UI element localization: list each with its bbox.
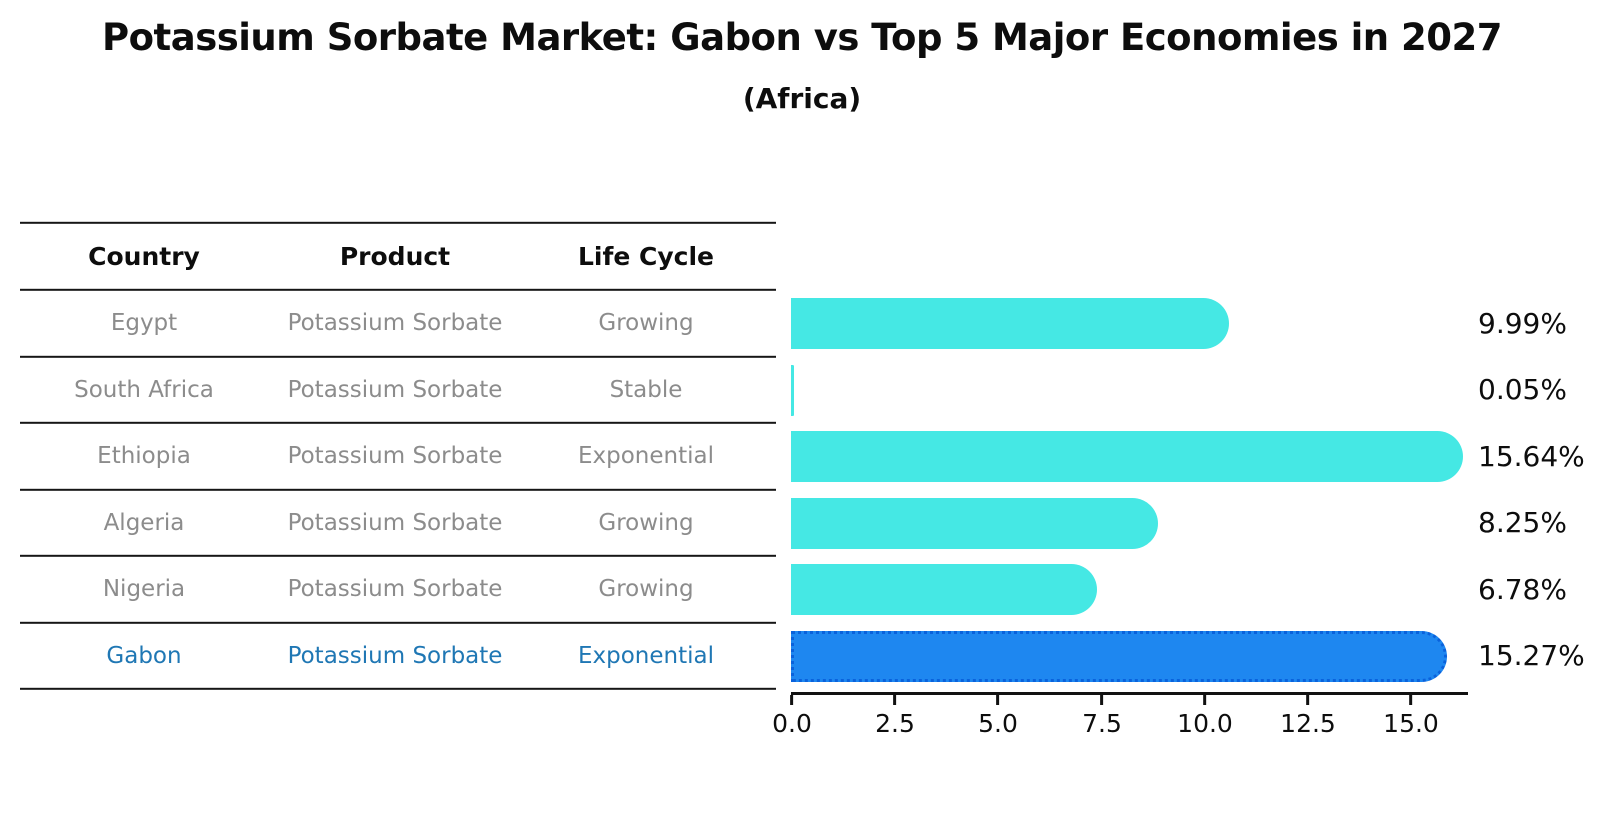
bar-ethiopia	[791, 431, 1463, 482]
table-row-nigeria: Nigeria Potassium Sorbate Growing	[20, 556, 770, 623]
x-tick-7-5: 7.5	[1082, 695, 1122, 738]
table-row-egypt: Egypt Potassium Sorbate Growing	[20, 290, 770, 357]
bar-algeria	[791, 497, 1158, 549]
x-tick-label: 7.5	[1082, 709, 1122, 738]
bar-band-algeria	[791, 490, 1468, 557]
tick-mark	[1409, 695, 1413, 705]
cell-country: Gabon	[106, 642, 182, 669]
cell-life-cycle: Growing	[598, 509, 694, 536]
bar-band-nigeria	[791, 556, 1468, 623]
cell-country: Nigeria	[102, 576, 186, 603]
table-row-algeria: Algeria Potassium Sorbate Growing	[20, 490, 770, 557]
table-border-row4	[20, 554, 776, 558]
bar-band-gabon	[791, 623, 1468, 690]
cell-country: Egypt	[110, 310, 178, 337]
table-row-gabon: Gabon Potassium Sorbate Exponential	[20, 623, 770, 690]
cell-product: Potassium Sorbate	[287, 310, 503, 337]
x-tick-label: 10.0	[1177, 709, 1233, 738]
value-label-nigeria: 6.78%	[1478, 572, 1567, 606]
bar-chart	[791, 290, 1468, 689]
cell-country: Ethiopia	[97, 443, 191, 470]
table-row-ethiopia: Ethiopia Potassium Sorbate Exponential	[20, 423, 770, 490]
table-border-top	[20, 221, 776, 225]
x-tick-5-0: 5.0	[978, 695, 1018, 738]
tick-mark	[1306, 695, 1310, 705]
cell-life-cycle: Growing	[598, 310, 694, 337]
table-header-row: Country Product Life Cycle	[20, 223, 770, 290]
x-tick-label: 15.0	[1383, 709, 1439, 738]
x-tick-0: 0.0	[772, 695, 812, 738]
table-border-row3	[20, 488, 776, 491]
tick-mark	[996, 695, 1000, 705]
cell-product: Potassium Sorbate	[287, 443, 503, 470]
cell-life-cycle: Growing	[598, 576, 694, 603]
cell-life-cycle: Exponential	[577, 443, 714, 470]
value-label-gabon: 15.27%	[1478, 639, 1585, 673]
bar-band-ethiopia	[791, 423, 1468, 490]
table-border-row1	[20, 355, 776, 358]
table-row-south-africa: South Africa Potassium Sorbate Stable	[20, 357, 770, 424]
x-axis-line	[791, 692, 1468, 695]
table-border-row2	[20, 421, 776, 425]
value-label-ethiopia: 15.64%	[1478, 439, 1585, 473]
cell-life-cycle: Stable	[609, 376, 683, 403]
bar-band-south-africa	[791, 357, 1468, 424]
cell-product: Potassium Sorbate	[287, 376, 503, 403]
cell-country: Algeria	[103, 509, 185, 536]
x-tick-label: 0.0	[772, 709, 812, 738]
x-tick-label: 12.5	[1280, 709, 1336, 738]
tick-mark	[1100, 695, 1104, 705]
value-label-egypt: 9.99%	[1478, 306, 1567, 340]
tick-mark	[1203, 695, 1207, 705]
cell-life-cycle: Exponential	[577, 642, 714, 669]
cell-product: Potassium Sorbate	[287, 642, 503, 669]
bar-egypt	[791, 298, 1230, 349]
cell-product: Potassium Sorbate	[287, 509, 503, 536]
x-tick-label: 5.0	[978, 709, 1018, 738]
table-border-bottom	[20, 687, 776, 691]
header-cell-product: Product	[339, 241, 451, 271]
tick-mark	[893, 695, 897, 705]
header-cell-country: Country	[88, 241, 200, 271]
data-table: Country Product Life Cycle Egypt Potassi…	[20, 221, 776, 691]
bar-south-africa	[791, 364, 794, 416]
x-tick-label: 2.5	[875, 709, 915, 738]
bar-gabon	[791, 630, 1448, 682]
x-tick-10-0: 10.0	[1177, 695, 1233, 738]
cell-product: Potassium Sorbate	[287, 576, 503, 603]
header-cell-life-cycle: Life Cycle	[577, 241, 715, 271]
page-title: Potassium Sorbate Market: Gabon vs Top 5…	[102, 16, 1502, 59]
x-tick-2-5: 2.5	[875, 695, 915, 738]
tick-mark	[790, 695, 794, 705]
x-tick-15-0: 15.0	[1383, 695, 1439, 738]
bar-band-egypt	[791, 290, 1468, 357]
cell-country: South Africa	[74, 376, 214, 403]
table-border-header	[20, 288, 776, 292]
x-tick-12-5: 12.5	[1280, 695, 1336, 738]
value-label-south-africa: 0.05%	[1478, 373, 1567, 407]
table-border-row5	[20, 621, 776, 624]
value-label-algeria: 8.25%	[1478, 506, 1567, 540]
bar-nigeria	[791, 564, 1097, 615]
page-subtitle: (Africa)	[742, 82, 862, 115]
